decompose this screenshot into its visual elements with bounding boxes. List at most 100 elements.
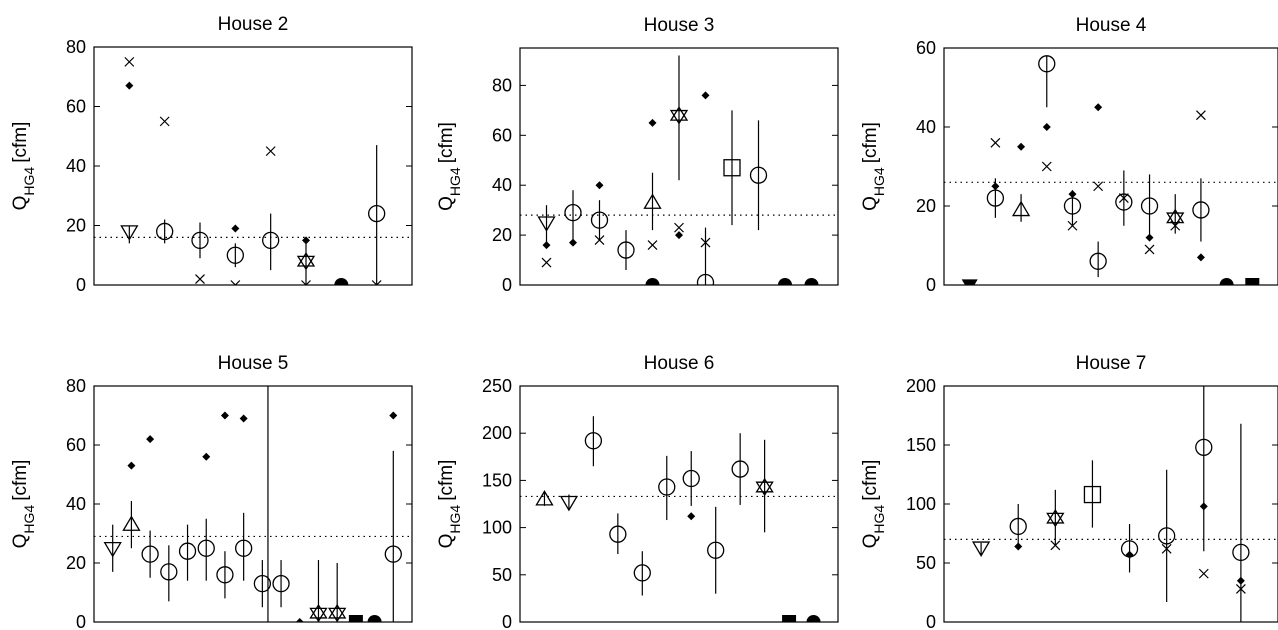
marker-diamond [125, 81, 134, 90]
panel-1: House 2 QHG4 [cfm] 0 20 40 60 80 [10, 14, 413, 295]
marker-circle [1038, 55, 1056, 73]
y-tick-label: 20 [66, 216, 86, 236]
marker-filled-circle [778, 278, 792, 285]
marker-star [669, 106, 689, 121]
marker-triangle-down [103, 542, 122, 558]
marker-circle [590, 211, 609, 229]
marker-diamond [542, 241, 551, 250]
marker-star [309, 607, 328, 622]
y-axis-label-main: Q [436, 196, 457, 211]
y-axis-label-sub: HG4 [447, 505, 463, 534]
marker-diamond [389, 411, 398, 420]
y-tick-label: 20 [916, 196, 936, 216]
data-layer [94, 56, 412, 285]
marker-circle [1009, 517, 1027, 536]
marker-triangle-down [971, 541, 991, 557]
marker-diamond [302, 236, 310, 245]
marker-circle [609, 525, 627, 543]
marker-circle [584, 432, 603, 450]
y-tick-label: 80 [66, 37, 86, 57]
y-tick-label: 60 [916, 38, 936, 58]
marker-circle [160, 563, 178, 581]
panel-title: House 7 [1076, 353, 1147, 374]
marker-x [674, 222, 684, 233]
marker-filled-circle [804, 278, 819, 285]
marker-filled-circle [367, 615, 382, 622]
y-tick-label: 250 [482, 376, 512, 396]
y-axis-label: QHG4 [cfm] [860, 460, 887, 549]
marker-filled-triangle-down [961, 279, 978, 285]
y-axis-label-sub: HG4 [21, 505, 37, 534]
marker-circle [1140, 197, 1159, 215]
y-tick-label: 200 [906, 376, 936, 396]
y-axis-label-main: Q [436, 534, 457, 549]
marker-circle [1089, 252, 1107, 270]
marker-circle [234, 539, 253, 557]
marker-circle [191, 231, 209, 250]
y-tick-label: 50 [916, 553, 936, 573]
marker-x [1170, 220, 1181, 231]
marker-x [301, 280, 311, 285]
marker-circle [368, 204, 386, 223]
marker-x [1161, 543, 1172, 554]
panel-title: House 3 [644, 15, 715, 36]
marker-diamond [1199, 502, 1208, 511]
y-tick-label: 0 [502, 612, 512, 630]
data-layer [944, 386, 1278, 622]
marker-filled-circle [1219, 278, 1234, 285]
marker-circle [141, 545, 159, 563]
marker-circle [617, 241, 635, 259]
y-tick-label: 150 [906, 435, 936, 455]
data-layer [520, 55, 838, 285]
y-tick-label: 0 [926, 612, 936, 630]
marker-diamond [220, 411, 229, 420]
marker-x [700, 237, 711, 248]
marker-diamond [1196, 253, 1205, 262]
marker-circle [749, 166, 768, 184]
marker-triangle-down [537, 216, 556, 232]
marker-triangle-up [1011, 200, 1031, 217]
y-axis-label-main: Q [10, 196, 31, 211]
marker-diamond [701, 91, 710, 100]
marker-x [541, 257, 552, 268]
y-axis-label-sub: HG4 [447, 167, 463, 196]
marker-circle [253, 575, 272, 593]
marker-circle [178, 542, 197, 560]
panel-4: House 5 QHG4 [cfm] 0 20 40 60 80 [10, 353, 413, 630]
marker-diamond [146, 435, 155, 444]
marker-diamond [295, 618, 304, 622]
plot-frame [93, 385, 413, 623]
panel-title: House 4 [1076, 15, 1147, 36]
y-tick-label: 0 [926, 275, 936, 295]
panel-title: House 6 [644, 353, 715, 374]
marker-filled-circle [334, 278, 349, 285]
y-tick-label: 60 [492, 125, 512, 145]
marker-star [328, 607, 347, 622]
marker-x [230, 280, 241, 285]
plot-frame [943, 385, 1278, 623]
y-tick-label: 40 [492, 175, 512, 195]
marker-x [1235, 584, 1246, 594]
marker-star [755, 477, 774, 493]
marker-star [755, 481, 774, 497]
marker-diamond [675, 231, 683, 240]
marker-x [1144, 244, 1155, 255]
marker-x [1093, 181, 1104, 192]
marker-star [1166, 208, 1185, 224]
marker-circle [633, 564, 651, 582]
y-axis-label-main: Q [860, 196, 881, 211]
panel-title: House 5 [218, 353, 289, 374]
marker-x [647, 240, 658, 251]
marker-square [1083, 485, 1102, 504]
marker-star [1166, 212, 1185, 228]
plot-frame [519, 47, 839, 286]
marker-star [296, 251, 316, 267]
y-tick-label: 100 [906, 494, 936, 514]
marker-triangle-down [559, 495, 579, 512]
plot-frame [519, 385, 839, 623]
y-tick-label: 50 [492, 565, 512, 585]
marker-circle [707, 541, 725, 559]
marker-filled-square [782, 615, 797, 622]
marker-filled-square [1245, 278, 1260, 285]
marker-circle [1115, 193, 1133, 211]
